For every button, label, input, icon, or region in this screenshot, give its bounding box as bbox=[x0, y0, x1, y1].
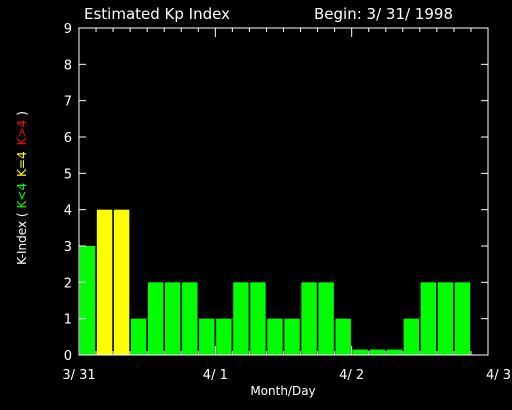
kp-bar bbox=[165, 282, 181, 355]
kp-bar bbox=[335, 318, 351, 355]
kp-bar bbox=[454, 282, 471, 355]
bars-group bbox=[79, 209, 471, 355]
y-axis-label-low: K<4 bbox=[15, 183, 29, 209]
y-tick-label: 6 bbox=[64, 131, 72, 146]
y-tick-label: 4 bbox=[64, 204, 72, 219]
y-axis-label-mid: K=4 bbox=[15, 151, 29, 177]
kp-bar bbox=[130, 318, 147, 355]
y-tick-label: 5 bbox=[64, 167, 72, 182]
y-tick-label: 8 bbox=[64, 58, 72, 73]
y-axis-label-prefix: K-Index ( bbox=[15, 212, 29, 264]
kp-bar bbox=[96, 209, 113, 355]
y-tick-label: 0 bbox=[64, 349, 72, 364]
kp-bar bbox=[369, 349, 385, 355]
y-axis-label: K-Index ( K<4 K=4 K>4) bbox=[15, 111, 29, 265]
y-tick-label: 9 bbox=[64, 22, 72, 37]
kp-bar bbox=[216, 318, 232, 355]
y-tick-label: 7 bbox=[64, 95, 72, 110]
kp-bar bbox=[352, 349, 368, 355]
x-tick-label: 4/ 1 bbox=[203, 368, 228, 383]
kp-bar bbox=[437, 282, 454, 355]
kp-bar bbox=[199, 318, 215, 355]
kp-bar bbox=[301, 282, 317, 355]
kp-bar bbox=[113, 209, 130, 355]
x-axis-ticks: 3/ 31 4/ 1 4/ 2 4/ 3 bbox=[62, 28, 511, 383]
kp-bar bbox=[267, 318, 283, 355]
x-axis-label: Month/Day bbox=[250, 384, 315, 398]
kp-bar bbox=[233, 282, 249, 355]
x-tick-label: 4/ 3 bbox=[486, 368, 511, 383]
kp-bar bbox=[420, 282, 437, 355]
kp-bar bbox=[182, 282, 198, 355]
kp-bar bbox=[79, 246, 96, 355]
kp-bar bbox=[147, 282, 164, 355]
kp-bar bbox=[284, 318, 300, 355]
x-tick-label: 4/ 2 bbox=[339, 368, 364, 383]
x-tick-label: 3/ 31 bbox=[62, 368, 95, 383]
y-tick-label: 1 bbox=[64, 313, 72, 328]
y-axis-ticks: 0 1 2 3 4 5 6 7 8 9 bbox=[64, 22, 488, 364]
y-tick-label: 3 bbox=[64, 240, 72, 255]
begin-date-label: Begin: 3/ 31/ 1998 bbox=[314, 5, 453, 23]
chart-title: Estimated Kp Index bbox=[84, 5, 230, 23]
kp-bar bbox=[250, 282, 266, 355]
kp-bar bbox=[403, 318, 420, 355]
y-axis-label-high: K>4 bbox=[15, 120, 29, 146]
y-tick-label: 2 bbox=[64, 276, 72, 291]
y-axis-label-suffix: ) bbox=[15, 111, 29, 116]
kp-bar bbox=[318, 282, 334, 355]
kp-bar bbox=[386, 349, 402, 355]
